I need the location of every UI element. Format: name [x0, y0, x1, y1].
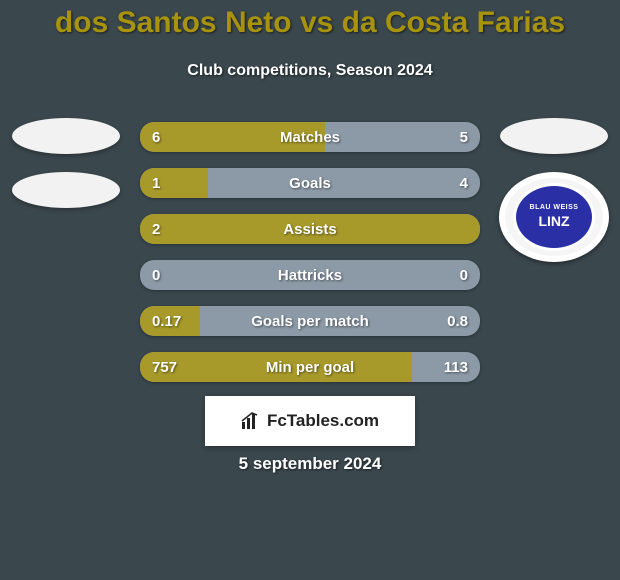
stat-left-value: 0 [140, 260, 172, 290]
avatar [12, 118, 120, 154]
stat-row: 14Goals [140, 168, 480, 198]
left-player-column [6, 118, 126, 226]
comparison-card: dos Santos Neto vs da Costa Farias Club … [0, 0, 620, 580]
club-badge: BLAU WEISS LINZ [499, 172, 609, 262]
stat-row: 0 0Hattricks [140, 260, 480, 290]
club-badge-text-top: BLAU WEISS [530, 204, 579, 212]
stat-row: 2Assists [140, 214, 480, 244]
comparison-bars: 65Matches14Goals2Assists00Hattricks0.170… [140, 122, 480, 398]
stat-right-value: 4 [448, 168, 480, 198]
stat-right-value: 0 [448, 260, 480, 290]
club-badge-text-bottom: LINZ [538, 214, 569, 229]
stat-left-value: 0.17 [140, 306, 193, 336]
right-player-column: BLAU WEISS LINZ [494, 118, 614, 262]
brand-badge: FcTables.com [205, 396, 415, 446]
stat-left-fill [140, 214, 480, 244]
chart-icon [241, 412, 261, 430]
stat-row: 0.170.8Goals per match [140, 306, 480, 336]
stat-right-value: 5 [448, 122, 480, 152]
page-title: dos Santos Neto vs da Costa Farias [0, 6, 620, 40]
stat-left-value: 1 [140, 168, 172, 198]
stat-label: Hattricks [140, 260, 480, 290]
stat-right-value [456, 214, 480, 244]
stat-row: 757113Min per goal [140, 352, 480, 382]
avatar [500, 118, 608, 154]
stat-left-value: 6 [140, 122, 172, 152]
stat-left-value: 757 [140, 352, 189, 382]
date-label: 5 september 2024 [0, 454, 620, 474]
stat-right-value: 0.8 [435, 306, 480, 336]
stat-row: 65Matches [140, 122, 480, 152]
page-subtitle: Club competitions, Season 2024 [0, 62, 620, 80]
avatar [12, 172, 120, 208]
stat-right-value: 113 [432, 352, 480, 382]
brand-text: FcTables.com [267, 411, 379, 431]
stat-left-value: 2 [140, 214, 172, 244]
